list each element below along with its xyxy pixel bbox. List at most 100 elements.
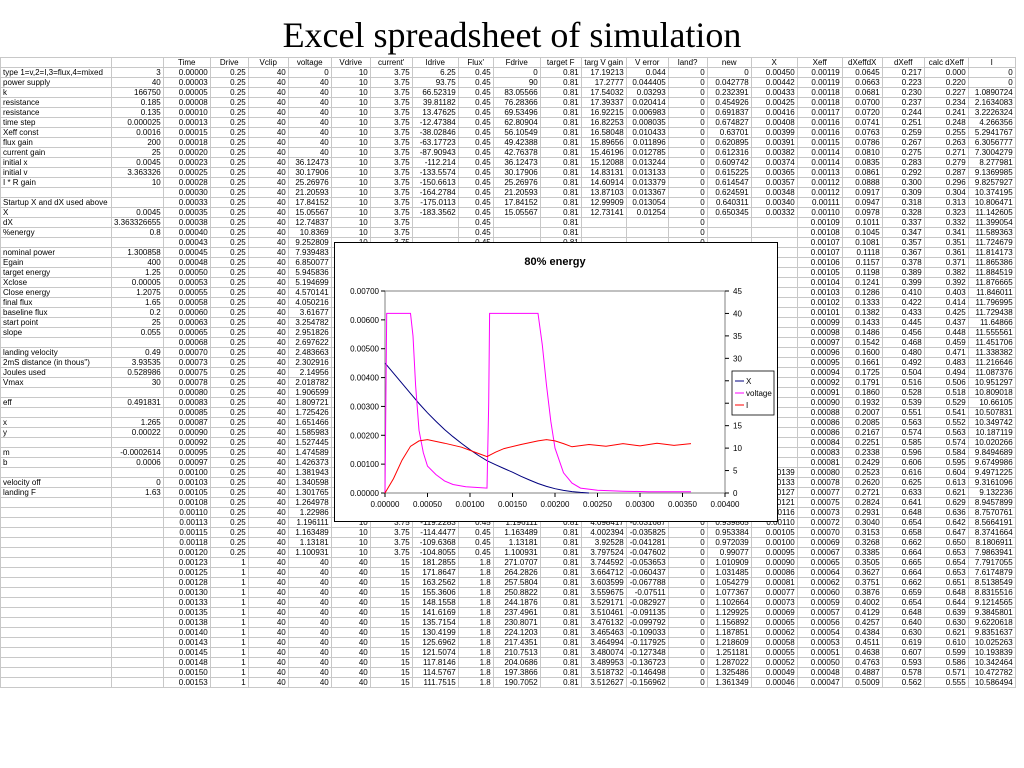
table-cell[interactable]: 0.00332 xyxy=(750,207,798,218)
table-cell[interactable]: 0 xyxy=(111,477,164,488)
table-cell[interactable]: 40 xyxy=(287,597,332,608)
table-cell[interactable]: 7.7917055 xyxy=(967,557,1016,568)
table-cell[interactable]: 0 xyxy=(492,67,541,78)
table-cell[interactable]: 3.603599 xyxy=(580,577,627,588)
table-cell[interactable]: 40 xyxy=(247,477,289,488)
table-cell[interactable]: 0.00150 xyxy=(162,667,211,678)
table-cell[interactable]: 0.00081 xyxy=(796,457,843,468)
table-cell[interactable]: 0 xyxy=(967,77,1016,88)
table-cell[interactable]: 0.00077 xyxy=(750,587,798,598)
table-cell[interactable]: 0.45 xyxy=(457,147,494,158)
table-cell[interactable]: 0.234 xyxy=(923,97,969,108)
table-cell[interactable]: 0.00069 xyxy=(750,607,798,618)
table-cell[interactable]: 0.437 xyxy=(923,317,969,328)
table-cell[interactable]: 0.013367 xyxy=(625,187,669,198)
table-cell[interactable]: 0.25 xyxy=(209,267,249,278)
table-cell[interactable]: 0 xyxy=(667,167,708,178)
table-cell[interactable]: 1.8 xyxy=(457,637,494,648)
table-cell[interactable]: 10 xyxy=(330,547,371,558)
table-cell[interactable]: 0.00118 xyxy=(796,87,843,98)
table-cell[interactable]: 0 xyxy=(667,97,708,108)
table-cell[interactable]: 0.01254 xyxy=(625,207,669,218)
table-cell[interactable]: 0.81 xyxy=(539,667,582,678)
column-header[interactable]: calc dXeff xyxy=(923,57,969,68)
table-cell[interactable]: 15 xyxy=(369,627,413,638)
parameter-label-cell[interactable] xyxy=(0,507,112,518)
table-cell[interactable]: 8.3741664 xyxy=(967,527,1016,538)
table-cell[interactable]: 0.0016 xyxy=(111,127,164,138)
parameter-label-cell[interactable] xyxy=(0,587,112,598)
table-cell[interactable]: 0.25 xyxy=(209,227,249,238)
table-cell[interactable]: 13.47625 xyxy=(411,107,459,118)
table-cell[interactable]: 0.00096 xyxy=(796,347,843,358)
table-cell[interactable]: 15 xyxy=(369,607,413,618)
table-cell[interactable]: -164.2784 xyxy=(411,187,459,198)
table-cell[interactable]: 0.674827 xyxy=(706,117,752,128)
table-cell[interactable]: 0.135 xyxy=(111,107,164,118)
table-cell[interactable]: 40 xyxy=(247,647,289,658)
table-cell[interactable]: -0.060437 xyxy=(625,567,669,578)
table-cell[interactable]: 204.0686 xyxy=(492,657,541,668)
table-cell[interactable]: 0.00090 xyxy=(796,397,843,408)
table-cell[interactable]: 0.00020 xyxy=(162,147,211,158)
table-cell[interactable]: 0.640311 xyxy=(706,197,752,208)
table-cell[interactable]: 0.480 xyxy=(881,347,925,358)
table-cell[interactable]: 0.45 xyxy=(457,77,494,88)
table-cell[interactable]: 3.75 xyxy=(369,187,413,198)
table-cell[interactable]: 0.45 xyxy=(457,197,494,208)
table-cell[interactable]: 0.81 xyxy=(539,607,582,618)
table-cell[interactable]: 0.00117 xyxy=(796,107,843,118)
table-cell[interactable]: 0.00050 xyxy=(162,267,211,278)
table-cell[interactable]: 0.00110 xyxy=(796,207,843,218)
table-cell[interactable]: 83.05566 xyxy=(492,87,541,98)
table-cell[interactable]: 0.00060 xyxy=(796,587,843,598)
column-header[interactable]: targ V gain xyxy=(580,57,627,68)
table-cell[interactable]: 0.494 xyxy=(923,367,969,378)
table-cell[interactable]: 40 xyxy=(247,257,289,268)
table-cell[interactable]: 1.196111 xyxy=(287,517,332,528)
table-cell[interactable]: 1.651466 xyxy=(287,417,332,428)
table-cell[interactable]: 0 xyxy=(667,637,708,648)
table-cell[interactable] xyxy=(111,507,164,518)
table-cell[interactable]: 40 xyxy=(247,267,289,278)
parameter-label-cell[interactable]: Xclose xyxy=(0,277,112,288)
table-cell[interactable]: 10 xyxy=(330,147,371,158)
table-cell[interactable]: 0.00057 xyxy=(796,607,843,618)
table-cell[interactable]: -0.099792 xyxy=(625,617,669,628)
table-cell[interactable]: 0.0786 xyxy=(841,137,883,148)
table-cell[interactable]: 0.259 xyxy=(881,127,925,138)
table-cell[interactable]: 0.00078 xyxy=(162,377,211,388)
table-cell[interactable]: 21.20593 xyxy=(287,187,332,198)
table-cell[interactable]: 0.2167 xyxy=(841,427,883,438)
table-cell[interactable]: 8.5138549 xyxy=(967,577,1016,588)
table-cell[interactable]: 0.00085 xyxy=(162,407,211,418)
table-cell[interactable]: 0.392 xyxy=(923,277,969,288)
table-cell[interactable]: 0.00054 xyxy=(796,627,843,638)
table-cell[interactable]: 0.665 xyxy=(881,557,925,568)
table-cell[interactable]: 40 xyxy=(247,357,289,368)
table-cell[interactable]: 0.25 xyxy=(209,317,249,328)
table-cell[interactable]: 0.1157 xyxy=(841,257,883,268)
table-cell[interactable]: 0.81 xyxy=(539,677,582,688)
table-cell[interactable]: 1.8 xyxy=(457,557,494,568)
parameter-label-cell[interactable]: Startup X and dX used above xyxy=(0,197,112,208)
table-cell[interactable]: 40 xyxy=(247,217,289,228)
table-cell[interactable]: 0.00030 xyxy=(162,187,211,198)
parameter-label-cell[interactable] xyxy=(0,627,112,638)
table-cell[interactable]: 0.2251 xyxy=(841,437,883,448)
parameter-label-cell[interactable]: y xyxy=(0,427,112,438)
table-cell[interactable]: 0.49 xyxy=(111,347,164,358)
table-cell[interactable]: -0.156962 xyxy=(625,677,669,688)
table-cell[interactable]: 0.25 xyxy=(209,517,249,528)
table-cell[interactable]: 0.00113 xyxy=(162,517,211,528)
table-cell[interactable]: 40 xyxy=(247,77,289,88)
table-cell[interactable]: 0.81 xyxy=(539,547,582,558)
table-cell[interactable]: 0.25 xyxy=(209,337,249,348)
table-cell[interactable]: 0.25 xyxy=(209,507,249,518)
table-cell[interactable]: 0.232391 xyxy=(706,87,752,98)
table-cell[interactable]: 0.00078 xyxy=(796,477,843,488)
table-cell[interactable]: 0.00055 xyxy=(750,647,798,658)
table-cell[interactable]: 0 xyxy=(667,597,708,608)
table-cell[interactable]: 0.00425 xyxy=(750,97,798,108)
table-cell[interactable]: 0.00408 xyxy=(750,117,798,128)
